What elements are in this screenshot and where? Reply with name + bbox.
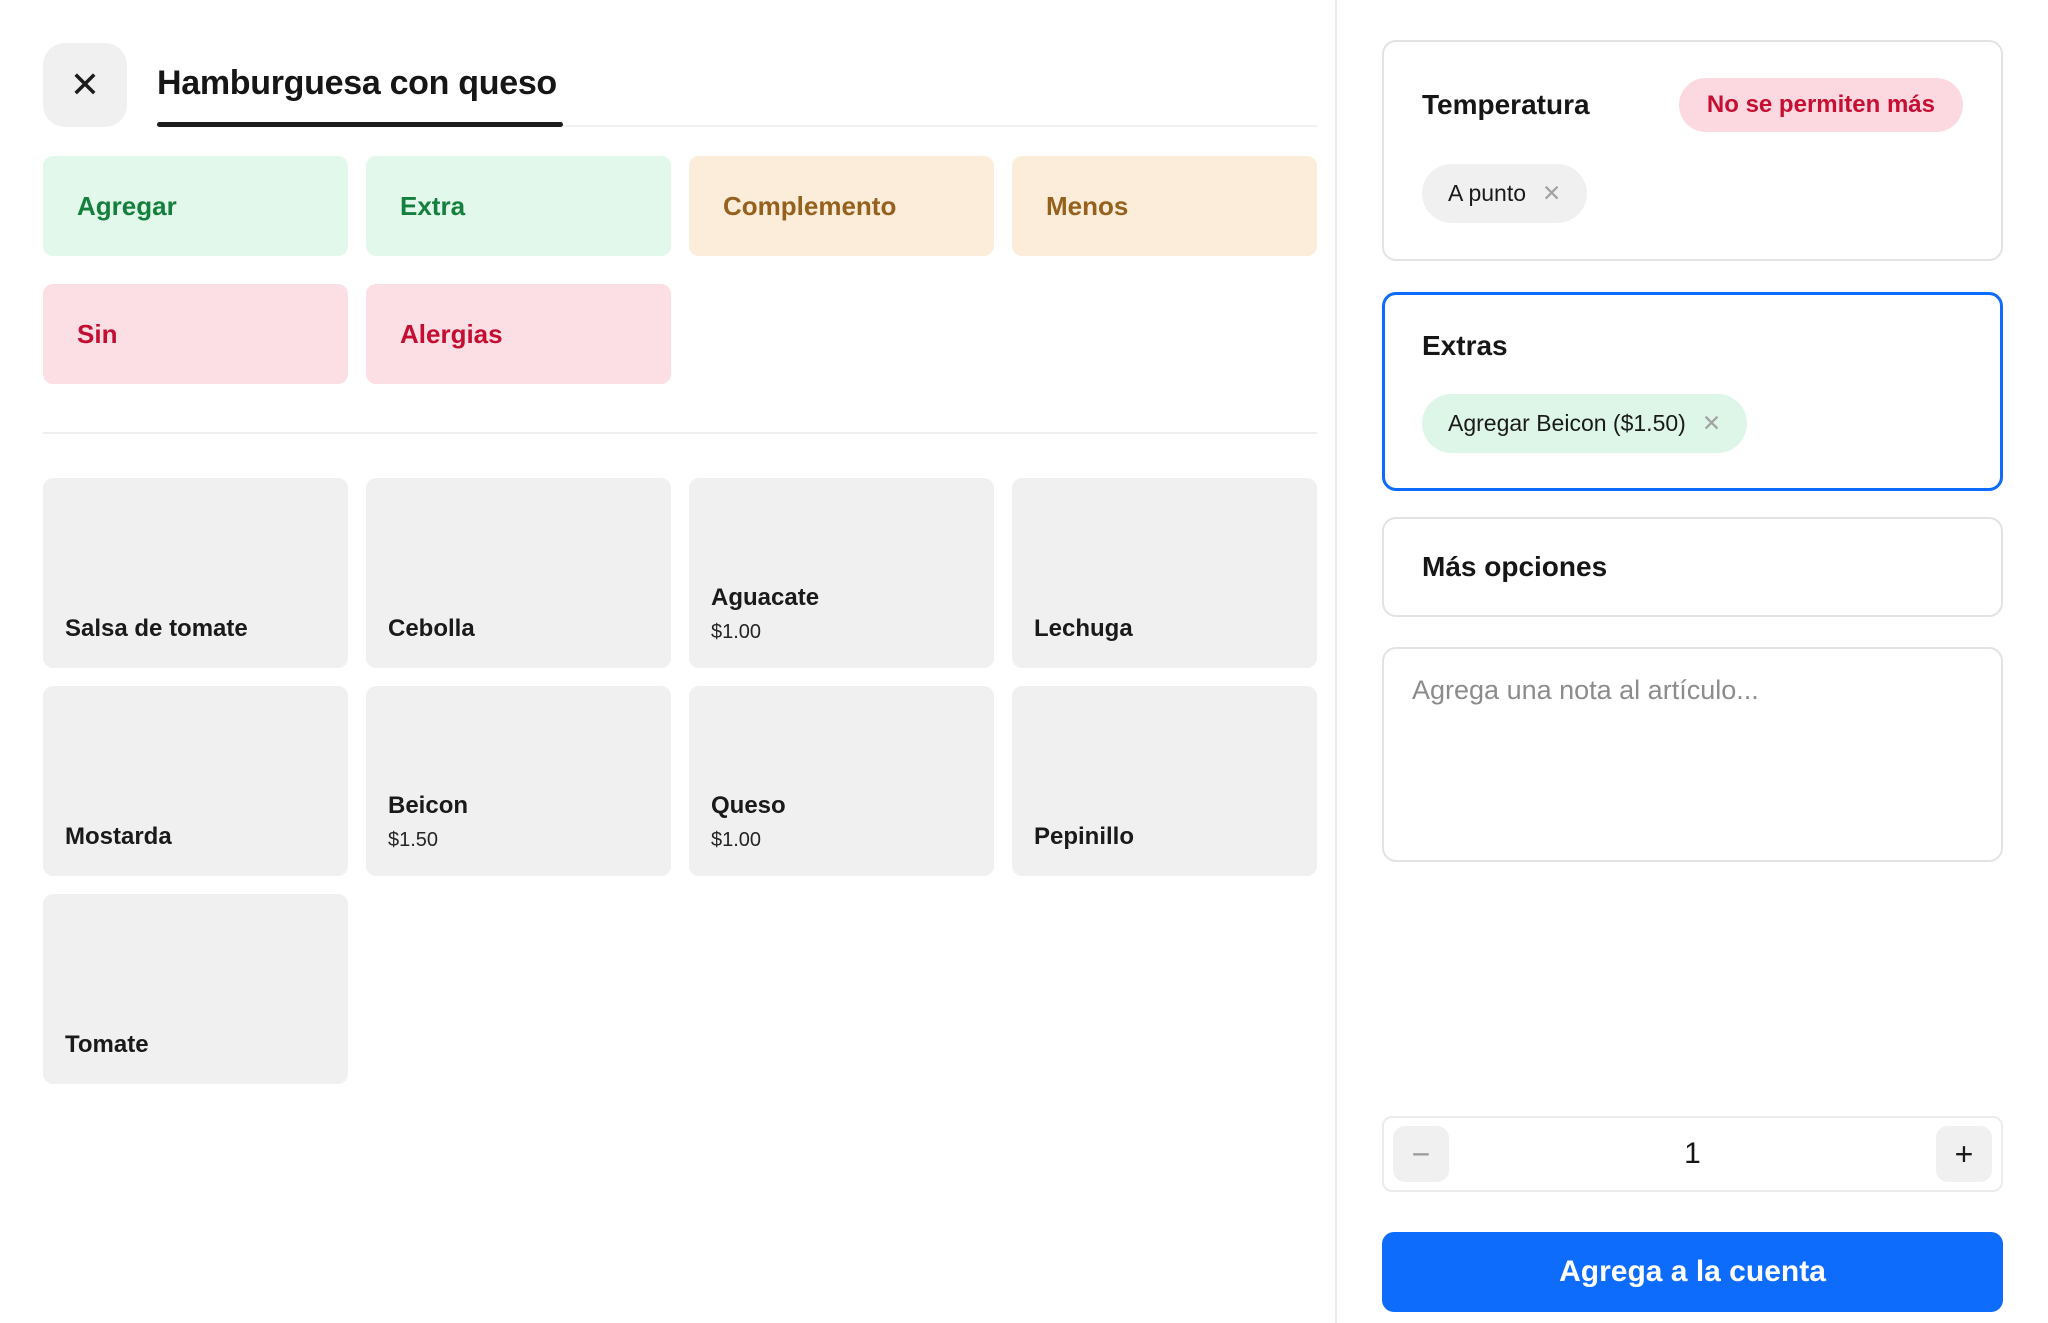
selected-extra-label: Agregar Beicon ($1.50) bbox=[1448, 410, 1686, 436]
remove-extra-icon[interactable]: ✕ bbox=[1701, 410, 1722, 436]
selection-summary-panel: Temperatura No se permiten más A punto ✕… bbox=[1337, 0, 2048, 1323]
modifier-name: Aguacate bbox=[711, 584, 820, 612]
modifier-tile-lechuga[interactable]: Lechuga bbox=[1012, 478, 1317, 668]
modifier-tile-tomate[interactable]: Tomate bbox=[43, 894, 348, 1084]
selected-temperature-label: A punto bbox=[1448, 180, 1527, 206]
modifier-category-filters: Agregar Extra Complemento Menos Sin Aler… bbox=[43, 156, 1317, 384]
modifier-tile-aguacate[interactable]: Aguacate $1.00 bbox=[689, 478, 994, 668]
decrease-quantity-button[interactable]: − bbox=[1393, 1126, 1449, 1182]
page-title: Hamburguesa con queso bbox=[157, 64, 563, 127]
add-to-check-button[interactable]: Agrega a la cuenta bbox=[1382, 1232, 2003, 1312]
item-header: ✕ Hamburguesa con queso bbox=[43, 43, 1317, 127]
remove-temperature-icon[interactable]: ✕ bbox=[1542, 180, 1562, 206]
selected-extra-tag[interactable]: Agregar Beicon ($1.50) ✕ bbox=[1422, 394, 1748, 453]
more-options-title: Más opciones bbox=[1422, 551, 1608, 582]
modifier-tile-mostarda[interactable]: Mostarda bbox=[43, 686, 348, 876]
modifier-name: Queso bbox=[711, 792, 786, 820]
filter-alergias[interactable]: Alergias bbox=[366, 284, 671, 384]
modifier-name: Cebolla bbox=[388, 615, 475, 643]
modifier-tile-cebolla[interactable]: Cebolla bbox=[366, 478, 671, 668]
filter-sin[interactable]: Sin bbox=[43, 284, 348, 384]
temperature-title: Temperatura bbox=[1422, 89, 1590, 120]
temperature-card: Temperatura No se permiten más A punto ✕ bbox=[1382, 40, 2003, 261]
close-button[interactable]: ✕ bbox=[43, 43, 127, 127]
modifier-name: Pepinillo bbox=[1034, 823, 1135, 851]
section-divider bbox=[43, 432, 1317, 434]
modifier-name: Lechuga bbox=[1034, 615, 1133, 643]
modifier-price: $1.00 bbox=[711, 829, 762, 851]
modifier-name: Salsa de tomate bbox=[65, 615, 248, 643]
modifier-tile-queso[interactable]: Queso $1.00 bbox=[689, 686, 994, 876]
filter-extra[interactable]: Extra bbox=[366, 156, 671, 256]
filter-complemento[interactable]: Complemento bbox=[689, 156, 994, 256]
selected-temperature-tag[interactable]: A punto ✕ bbox=[1422, 164, 1588, 223]
filter-menos[interactable]: Menos bbox=[1012, 156, 1317, 256]
extras-selection-row: Agregar Beicon ($1.50) ✕ bbox=[1422, 394, 1963, 453]
title-area: Hamburguesa con queso bbox=[157, 64, 1317, 127]
modifier-tile-beicon[interactable]: Beicon $1.50 bbox=[366, 686, 671, 876]
modifier-price: $1.00 bbox=[711, 621, 762, 643]
extras-title: Extras bbox=[1422, 330, 1508, 361]
filter-agregar[interactable]: Agregar bbox=[43, 156, 348, 256]
temperature-card-head: Temperatura No se permiten más bbox=[1422, 78, 1963, 132]
modifiers-panel: ✕ Hamburguesa con queso Agregar Extra Co… bbox=[43, 0, 1337, 1323]
limit-reached-badge: No se permiten más bbox=[1678, 78, 1963, 132]
modifier-name: Tomate bbox=[65, 1031, 149, 1059]
item-note-input[interactable] bbox=[1382, 647, 2003, 862]
quantity-value: 1 bbox=[1684, 1137, 1701, 1170]
increase-quantity-button[interactable]: + bbox=[1936, 1126, 1992, 1182]
extras-card: Extras Agregar Beicon ($1.50) ✕ bbox=[1382, 292, 2003, 491]
modifier-price: $1.50 bbox=[388, 829, 439, 851]
spacer bbox=[1382, 862, 2003, 1116]
modifier-tile-pepinillo[interactable]: Pepinillo bbox=[1012, 686, 1317, 876]
modifier-name: Mostarda bbox=[65, 823, 172, 851]
temperature-selection-row: A punto ✕ bbox=[1422, 164, 1963, 223]
quantity-stepper: − 1 + bbox=[1382, 1116, 2003, 1192]
modifier-tile-salsa-de-tomate[interactable]: Salsa de tomate bbox=[43, 478, 348, 668]
modifier-name: Beicon bbox=[388, 792, 469, 820]
more-options-card[interactable]: Más opciones bbox=[1382, 517, 2003, 617]
modifier-tile-grid: Salsa de tomate Cebolla Aguacate $1.00 L… bbox=[43, 478, 1317, 1084]
